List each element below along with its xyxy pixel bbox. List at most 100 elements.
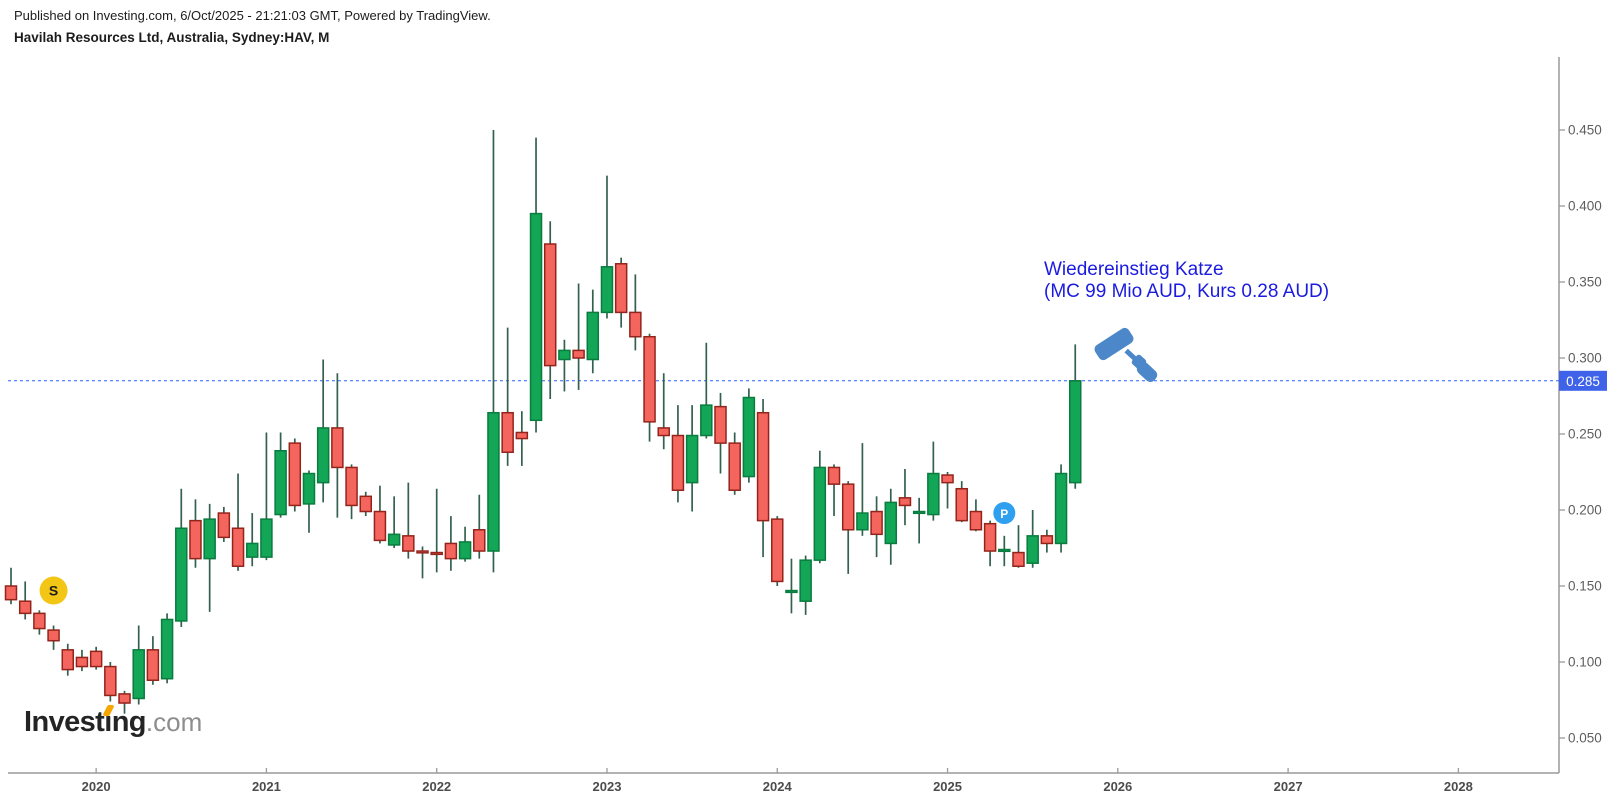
- chart-header: Published on Investing.com, 6/Oct/2025 -…: [14, 8, 491, 46]
- candle: [160, 613, 174, 684]
- candle: [998, 535, 1011, 567]
- candle: [302, 470, 316, 533]
- price-tick-label: 0.400: [1568, 199, 1602, 214]
- candle-body-2024-09: [884, 501, 898, 545]
- candle: [458, 526, 472, 562]
- candle-body-2020-02: [104, 665, 117, 697]
- published-line: Published on Investing.com, 6/Oct/2025 -…: [14, 8, 491, 23]
- candle-body-2020-10: [217, 512, 231, 539]
- candle: [203, 503, 216, 612]
- candle-body-2023-11: [742, 396, 756, 478]
- candle: [89, 646, 103, 670]
- candle: [657, 373, 670, 450]
- candle: [841, 481, 855, 574]
- annotation-note[interactable]: Wiedereinstieg Katze (MC 99 Mio AUD, Kur…: [1044, 259, 1329, 302]
- candle-body-2020-06: [160, 618, 174, 680]
- candle-body-2025-10: [1069, 380, 1082, 484]
- marker-s[interactable]: [39, 576, 68, 605]
- price-tick-label: 0.100: [1568, 655, 1602, 670]
- candle-body-2024-12: [927, 472, 940, 516]
- candle: [856, 443, 869, 536]
- candle-body-2020-05: [146, 649, 160, 681]
- candle-body-2025-05: [998, 548, 1011, 553]
- candle: [4, 567, 18, 605]
- candle-body-2022-02: [444, 542, 458, 560]
- candle-body-2023-06: [671, 434, 685, 491]
- gavel-icon[interactable]: [1093, 326, 1136, 362]
- candle: [473, 494, 486, 559]
- candle: [912, 497, 926, 544]
- year-label: 2024: [763, 779, 793, 794]
- candle-body-2025-02: [955, 487, 968, 522]
- candle: [217, 506, 231, 542]
- candle-body-2022-11: [572, 349, 585, 359]
- candle-body-2021-06: [331, 427, 344, 469]
- candle: [47, 625, 60, 650]
- candle: [359, 491, 372, 517]
- candle-body-2022-12: [586, 311, 600, 361]
- candle-body-2020-07: [175, 527, 188, 622]
- candle: [1040, 529, 1054, 553]
- candle: [1012, 525, 1025, 568]
- gavel-handle: [1136, 362, 1158, 382]
- candle-body-2023-09: [714, 405, 727, 444]
- candle: [969, 499, 983, 532]
- candle: [742, 388, 756, 483]
- year-label: 2023: [593, 779, 622, 794]
- candle-body-2021-07: [345, 466, 358, 507]
- candle-body-2019-11: [61, 649, 75, 671]
- candle: [941, 472, 954, 509]
- candle-body-2019-08: [18, 600, 32, 615]
- candle-body-2019-10: [47, 629, 60, 642]
- year-label: 2022: [422, 779, 451, 794]
- candle-body-2025-04: [983, 522, 997, 552]
- candle: [33, 610, 46, 635]
- candle: [416, 546, 429, 579]
- year-label: 2026: [1103, 779, 1132, 794]
- logo-text: Investı ng: [24, 704, 147, 738]
- candle-body-2025-06: [1012, 551, 1025, 567]
- candle: [955, 481, 968, 523]
- candle: [586, 289, 600, 374]
- candle: [614, 257, 628, 328]
- candle-body-2024-08: [870, 510, 883, 536]
- candle-body-2021-01: [260, 518, 273, 558]
- candle: [515, 411, 529, 466]
- candle: [1069, 344, 1082, 489]
- candle-body-2023-08: [700, 404, 713, 437]
- candle: [61, 643, 75, 676]
- marker-s-label: S: [49, 583, 58, 599]
- candle: [402, 482, 415, 559]
- current-price-label: [1559, 370, 1607, 391]
- candle: [629, 274, 642, 351]
- candle: [813, 450, 827, 564]
- candle: [104, 662, 117, 702]
- candle-body-2022-08: [529, 212, 543, 422]
- candle-body-2020-01: [89, 650, 103, 668]
- price-tick-label: 0.200: [1568, 503, 1602, 518]
- candle-body-2020-04: [132, 649, 145, 700]
- candle-body-2024-02: [785, 589, 798, 594]
- candle-body-2021-04: [302, 472, 316, 505]
- candle: [1054, 464, 1068, 553]
- candle-body-2025-09: [1054, 472, 1068, 545]
- year-label: 2021: [252, 779, 281, 794]
- candle-body-2021-02: [274, 449, 287, 516]
- candle: [529, 137, 543, 433]
- candle: [827, 464, 841, 517]
- marker-p[interactable]: [993, 502, 1016, 525]
- candle-body-2019-07: [4, 585, 18, 601]
- price-tick-label: 0.050: [1568, 731, 1602, 746]
- candle: [331, 373, 344, 518]
- candle: [884, 488, 898, 565]
- candle-body-2024-11: [912, 510, 926, 515]
- candle-body-2020-11: [231, 527, 245, 567]
- candle-body-2025-01: [941, 474, 954, 484]
- year-label: 2027: [1274, 779, 1303, 794]
- price-tick-label: 0.150: [1568, 579, 1602, 594]
- annotation-line2: (MC 99 Mio AUD, Kurs 0.28 AUD): [1044, 280, 1330, 302]
- candle: [487, 130, 500, 573]
- candle: [927, 441, 940, 521]
- marker-p-label: P: [1000, 507, 1008, 521]
